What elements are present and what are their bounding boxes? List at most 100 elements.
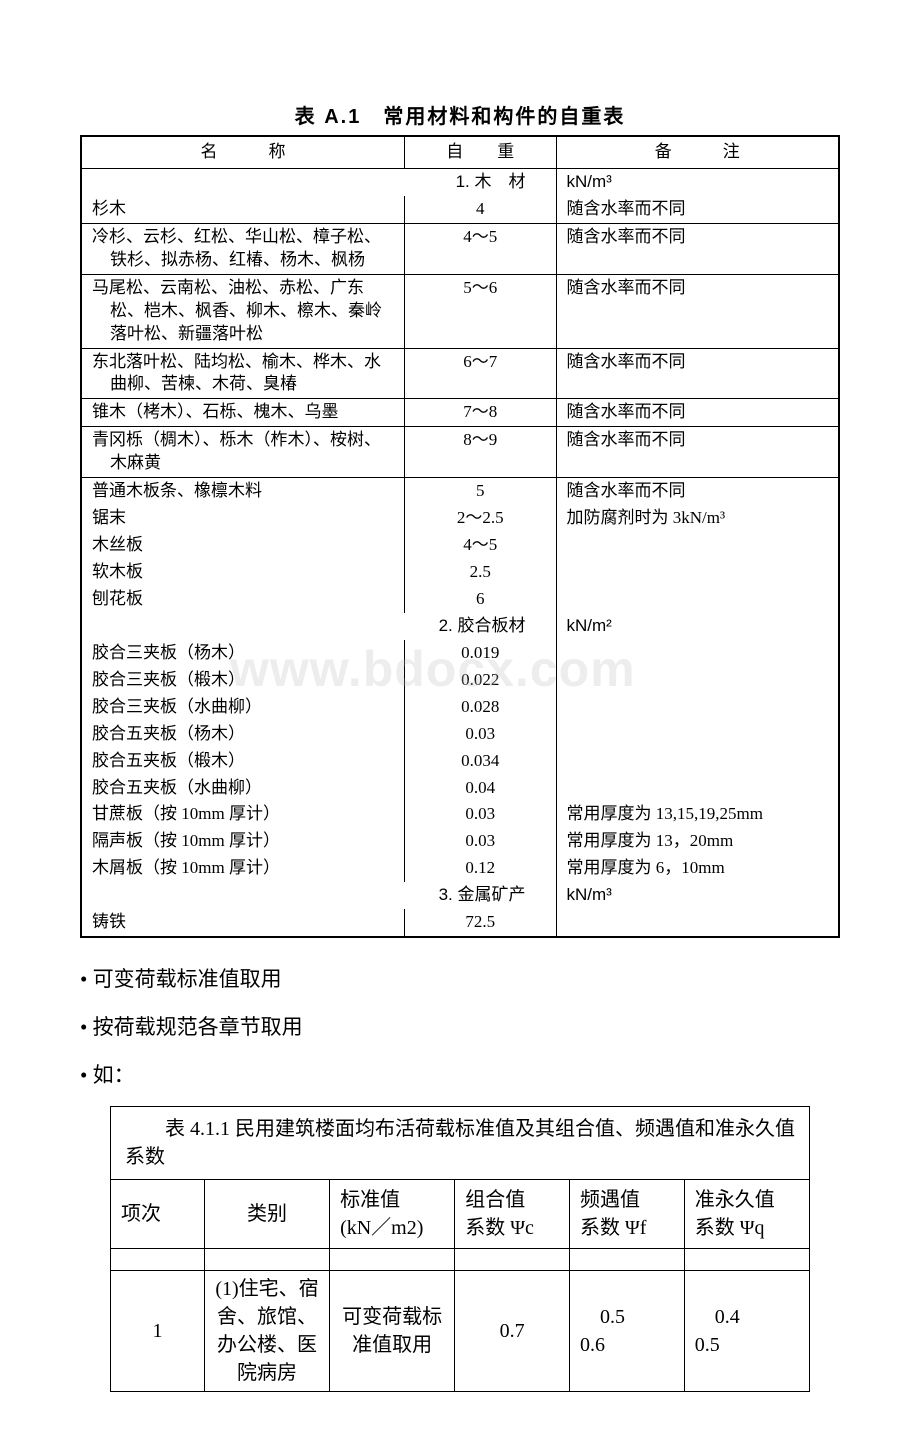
section-header-row: 3. 金属矿产kN/m³ [81,882,839,909]
table-row: 木丝板4～5 [81,532,839,559]
table-row: 软木板2.5 [81,559,839,586]
section-unit: kN/m² [556,613,839,640]
cell-note [556,640,839,667]
bullet-item: • 按荷载规范各章节取用 [80,1006,840,1048]
cell-note: 随含水率而不同 [556,399,839,427]
section-label: 1. 木 材 [81,168,556,195]
section-unit: kN/m³ [556,168,839,195]
cell-name: 胶合五夹板（椴木） [81,748,404,775]
cell-name: 东北落叶松、陆均松、榆木、桦木、水曲柳、苦楝、木荷、臭椿 [81,348,404,399]
cell-note: 加防腐剂时为 3kN/m³ [556,505,839,532]
table-a1-title: 表 A.1 常用材料和构件的自重表 [40,100,880,129]
cell-note: 随含水率而不同 [556,478,839,505]
col-hdr-note: 备 注 [556,136,839,168]
cell-name: 青冈栎（椆木）、栎木（柞木）、桉树、木麻黄 [81,427,404,478]
table-411-data-row: 1 (1)住宅、宿舍、旅馆、办公楼、医院病房 可变荷载标准值取用 0.7 0.5… [111,1271,810,1392]
cell-idx: 1 [111,1271,205,1392]
cell-note [556,694,839,721]
table-411: 表 4.1.1 民用建筑楼面均布活荷载标准值及其组合值、频遇值和准永久值系数 项… [110,1106,810,1392]
cell-weight: 0.03 [404,801,556,828]
cell-note [556,667,839,694]
hdr-freq: 频遇值系数 Ψf [570,1180,685,1249]
cell-name: 胶合三夹板（水曲柳） [81,694,404,721]
table-row: 胶合三夹板（椴木）0.022 [81,667,839,694]
cell-weight: 8～9 [404,427,556,478]
cell-weight: 0.04 [404,775,556,802]
hdr-cat: 类别 [204,1180,329,1249]
cell-name: 马尾松、云南松、油松、赤松、广东松、桤木、枫香、柳木、檫木、秦岭落叶松、新疆落叶… [81,274,404,348]
table-row: 胶合五夹板（水曲柳）0.04 [81,775,839,802]
col-hdr-name: 名 称 [81,136,404,168]
cell-freq: 0.50.6 [570,1271,685,1392]
bullet-list: • 可变荷载标准值取用 • 按荷载规范各章节取用 • 如： [80,958,840,1096]
cell-name: 锥木（栲木）、石栎、槐木、乌墨 [81,399,404,427]
bullet-item: • 可变荷载标准值取用 [80,958,840,1000]
cell-weight: 5～6 [404,274,556,348]
table-row: 杉木4随含水率而不同 [81,196,839,223]
cell-note [556,775,839,802]
cell-note [556,721,839,748]
bullet-item: • 如： [80,1054,840,1096]
cell-name: 胶合三夹板（杨木） [81,640,404,667]
hdr-comb: 组合值系数 Ψc [455,1180,570,1249]
cell-name: 木屑板（按 10mm 厚计） [81,855,404,882]
table-row: 隔声板（按 10mm 厚计）0.03常用厚度为 13，20mm [81,828,839,855]
hdr-std: 标准值(kN／m2) [330,1180,455,1249]
cell-name: 胶合五夹板（杨木） [81,721,404,748]
cell-weight: 7～8 [404,399,556,427]
cell-perm: 0.40.5 [684,1271,809,1392]
cell-note [556,909,839,937]
table-row: 马尾松、云南松、油松、赤松、广东松、桤木、枫香、柳木、檫木、秦岭落叶松、新疆落叶… [81,274,839,348]
table-411-header-row: 项次 类别 标准值(kN／m2) 组合值系数 Ψc 频遇值系数 Ψf 准永久值系… [111,1180,810,1249]
table-a1-header-row: 名 称 自 重 备 注 [81,136,839,168]
cell-note: 常用厚度为 6，10mm [556,855,839,882]
cell-name: 杉木 [81,196,404,223]
table-row: 东北落叶松、陆均松、榆木、桦木、水曲柳、苦楝、木荷、臭椿6～7随含水率而不同 [81,348,839,399]
cell-weight: 4～5 [404,223,556,274]
table-row: 青冈栎（椆木）、栎木（柞木）、桉树、木麻黄8～9随含水率而不同 [81,427,839,478]
cell-weight: 0.022 [404,667,556,694]
cell-note: 随含水率而不同 [556,274,839,348]
table-row: 胶合三夹板（杨木）0.019 [81,640,839,667]
table-row: 胶合五夹板（椴木）0.034 [81,748,839,775]
cell-weight: 0.12 [404,855,556,882]
cell-weight: 4～5 [404,532,556,559]
cell-name: 刨花板 [81,586,404,613]
cell-comb: 0.7 [455,1271,570,1392]
cell-weight: 0.03 [404,828,556,855]
spacer-row [111,1249,810,1271]
cell-weight: 0.019 [404,640,556,667]
cell-name: 冷杉、云杉、红松、华山松、樟子松、铁杉、拟赤杨、红椿、杨木、枫杨 [81,223,404,274]
cell-name: 隔声板（按 10mm 厚计） [81,828,404,855]
table-a1: 名 称 自 重 备 注 1. 木 材kN/m³杉木4随含水率而不同冷杉、云杉、红… [80,135,840,938]
col-hdr-weight: 自 重 [404,136,556,168]
cell-name: 锯末 [81,505,404,532]
cell-note [556,559,839,586]
hdr-perm: 准永久值系数 Ψq [684,1180,809,1249]
table-row: 锥木（栲木）、石栎、槐木、乌墨7～8随含水率而不同 [81,399,839,427]
section-label: 2. 胶合板材 [81,613,556,640]
cell-note: 常用厚度为 13,15,19,25mm [556,801,839,828]
section-header-row: 2. 胶合板材kN/m² [81,613,839,640]
table-row: 刨花板6 [81,586,839,613]
table-411-caption-row: 表 4.1.1 民用建筑楼面均布活荷载标准值及其组合值、频遇值和准永久值系数 [111,1107,810,1180]
table-row: 木屑板（按 10mm 厚计）0.12常用厚度为 6，10mm [81,855,839,882]
cell-weight: 5 [404,478,556,505]
section-label: 3. 金属矿产 [81,882,556,909]
table-row: 冷杉、云杉、红松、华山松、樟子松、铁杉、拟赤杨、红椿、杨木、枫杨4～5随含水率而… [81,223,839,274]
hdr-idx: 项次 [111,1180,205,1249]
cell-weight: 2～2.5 [404,505,556,532]
cell-std: 可变荷载标准值取用 [330,1271,455,1392]
cell-note [556,748,839,775]
cell-weight: 2.5 [404,559,556,586]
cell-weight: 6～7 [404,348,556,399]
cell-weight: 4 [404,196,556,223]
cell-name: 木丝板 [81,532,404,559]
table-row: 普通木板条、橡檩木料5随含水率而不同 [81,478,839,505]
cell-note [556,586,839,613]
table-row: 铸铁72.5 [81,909,839,937]
cell-weight: 72.5 [404,909,556,937]
cell-name: 普通木板条、橡檩木料 [81,478,404,505]
cell-note: 随含水率而不同 [556,223,839,274]
cell-name: 软木板 [81,559,404,586]
